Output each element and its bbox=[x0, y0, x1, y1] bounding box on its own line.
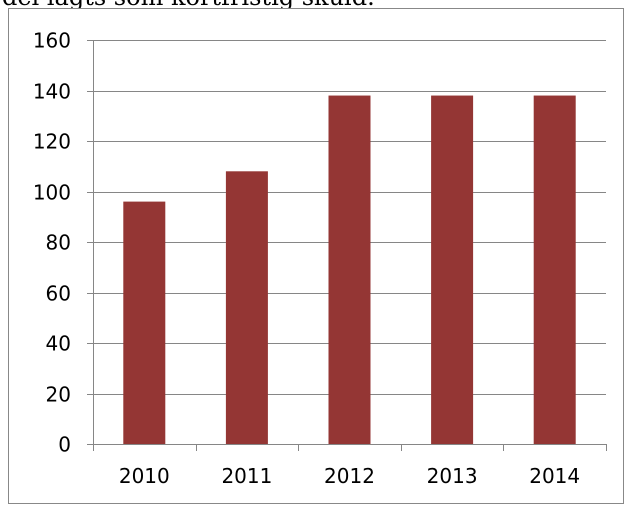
x-tick-label-2012: 2012 bbox=[324, 464, 375, 488]
bars bbox=[123, 95, 576, 445]
chart-frame bbox=[8, 8, 624, 504]
tick-labels: 0 20 40 60 80 100 120 140 160 2010 2011 2012 2013 201… bbox=[33, 29, 580, 489]
y-tick-label-60: 60 bbox=[46, 282, 71, 306]
bar-2014 bbox=[533, 95, 576, 445]
y-tick-label-160: 160 bbox=[33, 29, 71, 53]
y-tick-label-100: 100 bbox=[33, 181, 71, 205]
x-tick-label-2013: 2013 bbox=[427, 464, 478, 488]
bar-2011 bbox=[225, 171, 268, 445]
x-tick-label-2010: 2010 bbox=[119, 464, 170, 488]
y-tick-label-0: 0 bbox=[58, 433, 71, 457]
y-tick-label-20: 20 bbox=[46, 383, 71, 407]
y-tick-label-80: 80 bbox=[46, 231, 71, 255]
clipped-caption-text: del lagts som kortfristig skuld. bbox=[2, 0, 375, 11]
bar-2012 bbox=[328, 95, 371, 445]
y-tick-label-40: 40 bbox=[46, 332, 71, 356]
x-tick-label-2014: 2014 bbox=[529, 464, 580, 488]
bar-2013 bbox=[431, 95, 474, 445]
x-tick-label-2011: 2011 bbox=[221, 464, 272, 488]
axes bbox=[87, 40, 607, 451]
y-tick-label-120: 120 bbox=[33, 130, 71, 154]
y-tick-label-140: 140 bbox=[33, 80, 71, 104]
bar-2010 bbox=[123, 201, 166, 444]
